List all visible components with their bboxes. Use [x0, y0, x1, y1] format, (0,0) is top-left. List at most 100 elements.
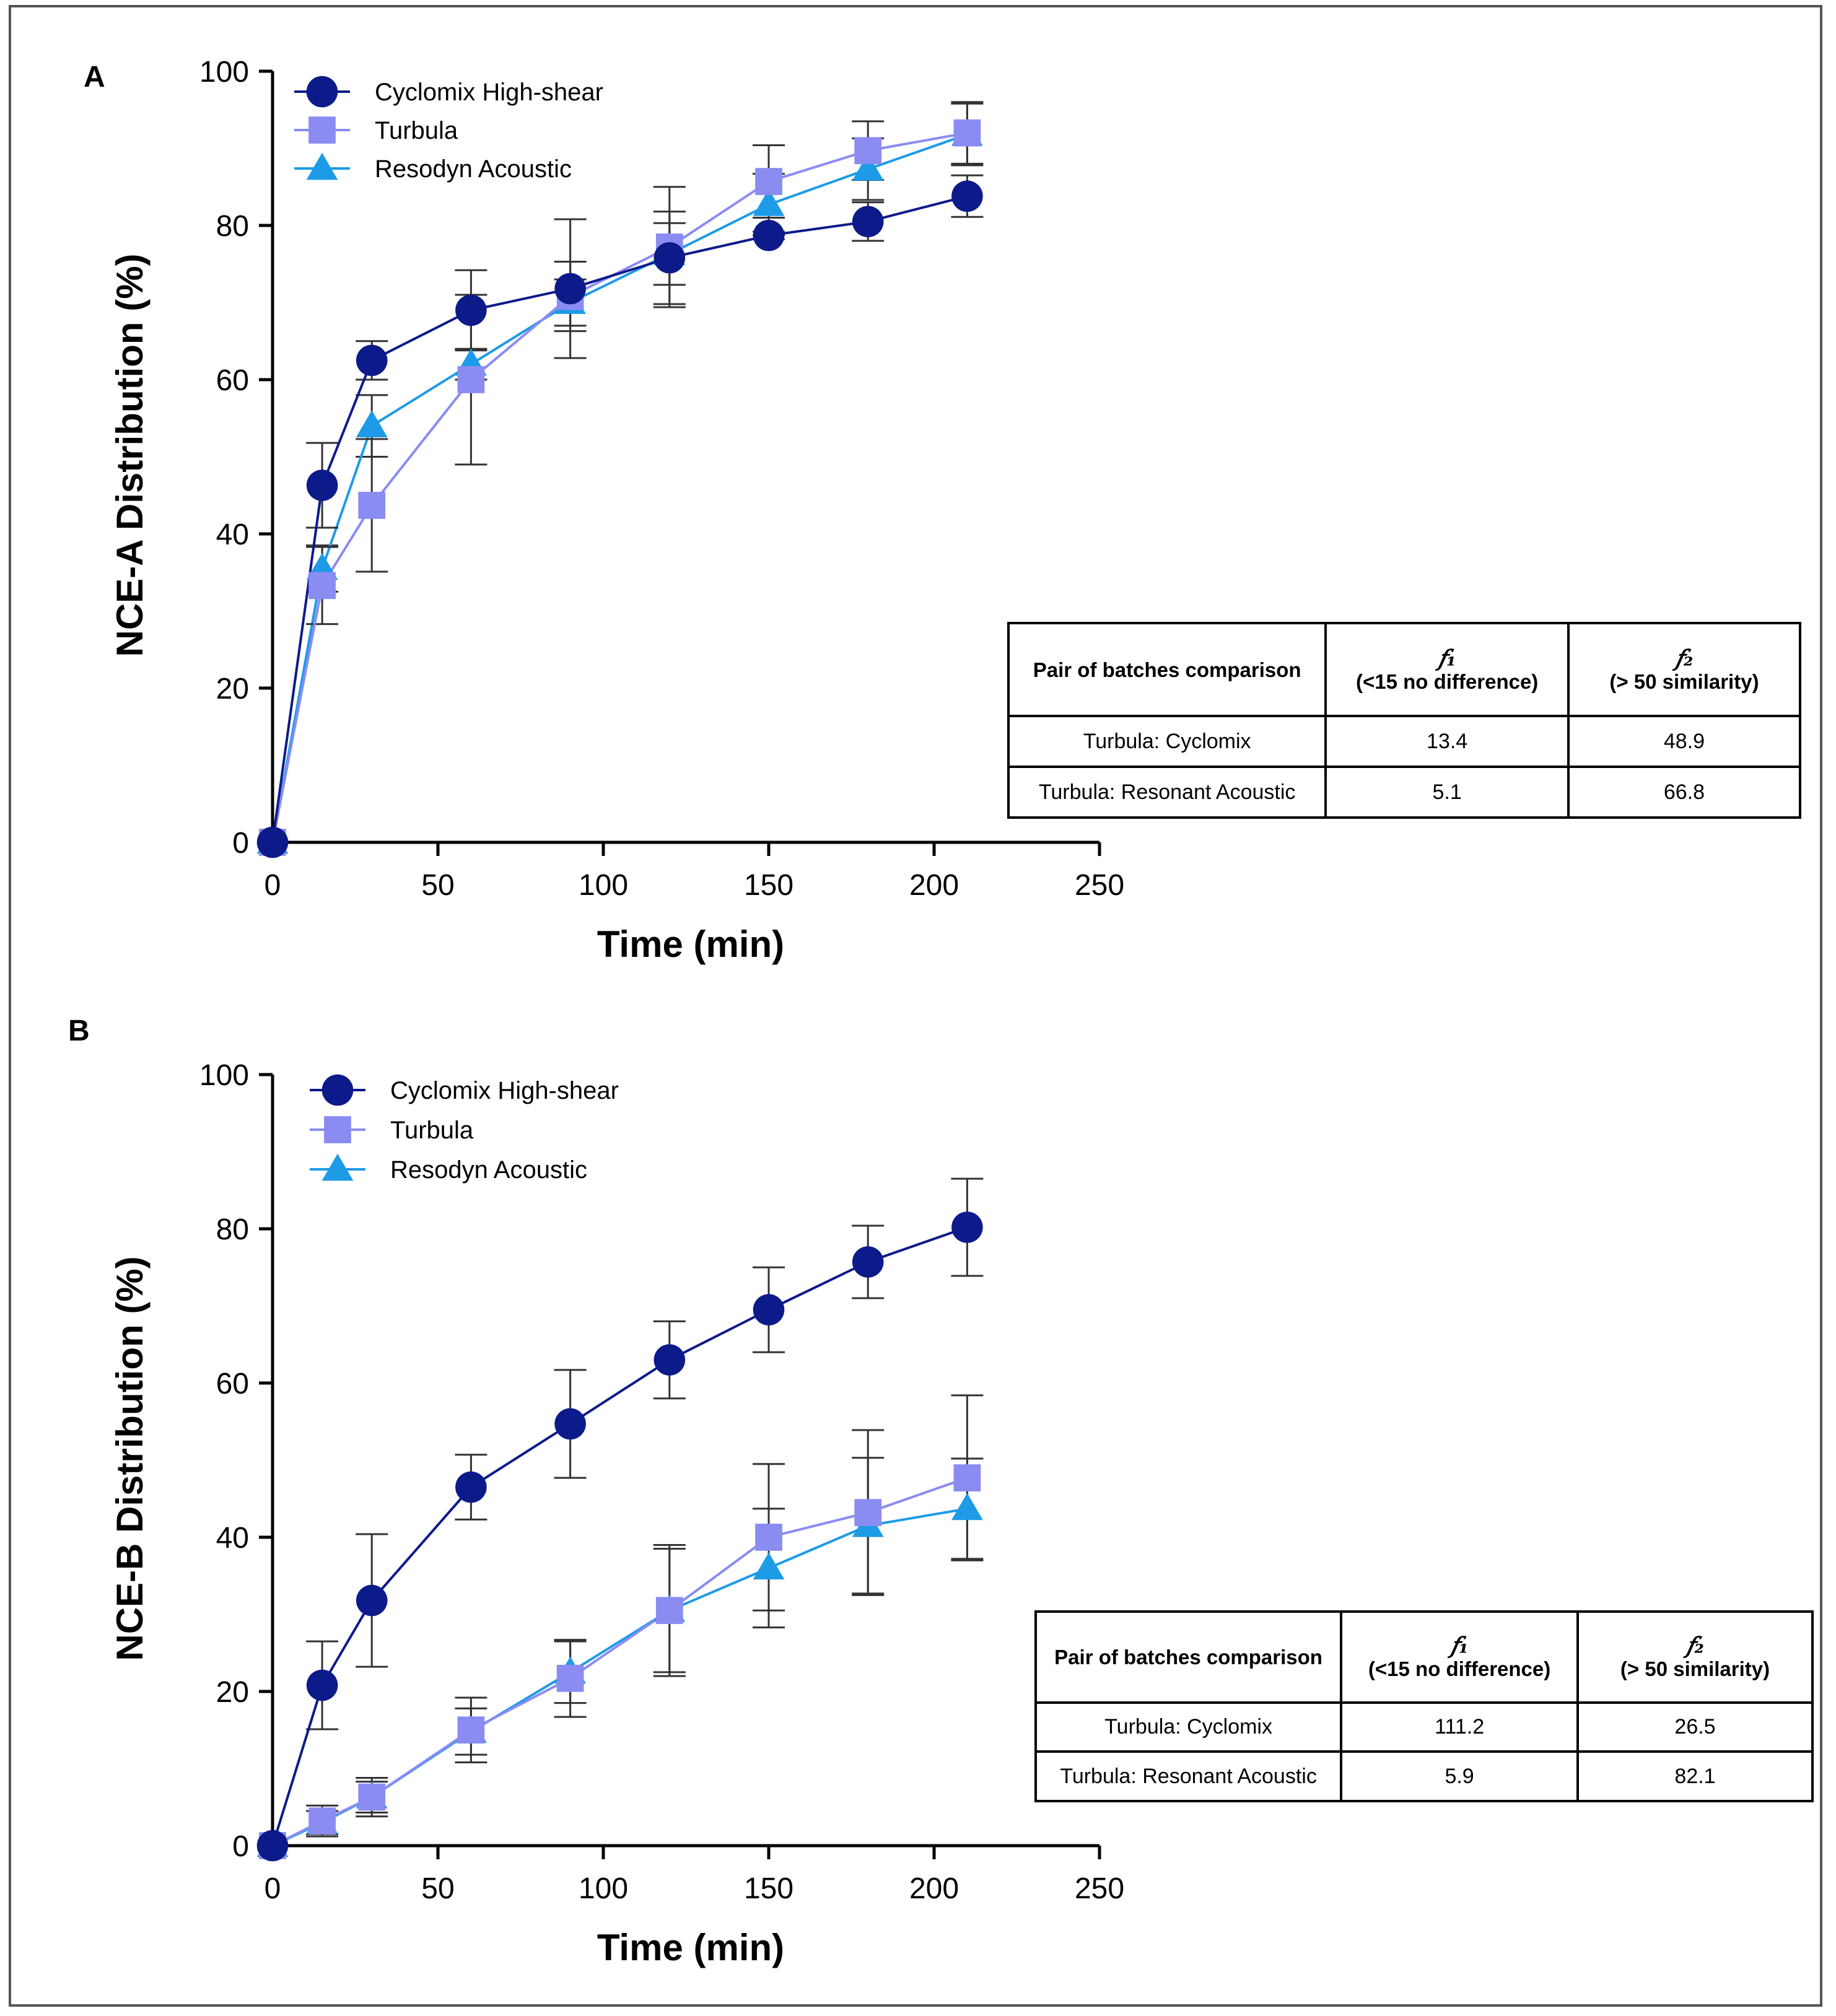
plot-area: [256, 101, 984, 858]
y-tick-label: 100: [199, 1059, 249, 1092]
legend-marker: [324, 1116, 351, 1143]
data-point: [753, 1294, 785, 1326]
x-tick-label: 200: [909, 869, 959, 902]
legend-marker: [321, 1074, 354, 1106]
x-tick-label: 200: [909, 1872, 959, 1905]
cell-f1: 5.1: [1324, 766, 1570, 819]
cell-f2: 82.1: [1576, 1750, 1814, 1802]
header-f2: 𝑓₂ (> 50 similarity): [1567, 621, 1802, 718]
f2-symbol: 𝑓₂: [1675, 645, 1694, 671]
data-point: [951, 1211, 983, 1243]
y-axis-title: NCE-B Distribution (%): [109, 1256, 151, 1660]
data-point: [358, 1783, 386, 1811]
cell-f1: 5.9: [1340, 1750, 1580, 1802]
header-f2: 𝑓₂ (> 50 similarity): [1576, 1610, 1814, 1704]
data-point: [308, 1807, 336, 1835]
data-point: [852, 153, 884, 181]
y-tick-label: 20: [216, 673, 249, 705]
x-tick-label: 250: [1075, 869, 1124, 902]
y-tick-label: 40: [216, 1522, 249, 1555]
y-tick-label: 20: [216, 1676, 249, 1709]
table-row: Turbula: Resonant Acoustic 5.1 66.8: [1007, 766, 1802, 819]
data-point: [854, 137, 882, 165]
x-axis-title: Time (min): [597, 923, 784, 965]
f2-note: (> 50 similarity): [1609, 670, 1759, 693]
data-point: [753, 189, 785, 216]
data-point: [256, 1830, 289, 1862]
cell-pair: Turbula: Cyclomix: [1034, 1701, 1343, 1753]
data-point: [753, 219, 785, 251]
cell-f2: 66.8: [1567, 766, 1802, 819]
data-point: [854, 1499, 882, 1527]
y-tick-label: 40: [216, 518, 249, 551]
legend: Cyclomix High-shear Turbula Resodyn Acoust…: [294, 76, 603, 183]
legend-marker: [306, 76, 338, 108]
x-tick-label: 0: [264, 1872, 281, 1905]
y-tick-label: 100: [199, 56, 249, 89]
data-point: [306, 1669, 338, 1701]
series-line: [271, 194, 968, 843]
y-tick-label: 80: [216, 1213, 249, 1246]
legend-entry: Cyclomix High-shear: [310, 1074, 619, 1106]
cell-pair: Turbula: Cyclomix: [1007, 715, 1327, 769]
f1-note: (<15 no difference): [1368, 1657, 1551, 1680]
data-point: [358, 492, 386, 519]
comparison-table-b: Pair of batches comparison 𝑓₁ (<15 no dif…: [1034, 1610, 1814, 1802]
cell-f1: 111.2: [1340, 1701, 1580, 1753]
x-tick-label: 50: [421, 869, 454, 902]
data-point: [852, 206, 884, 238]
legend-label: Cyclomix High-shear: [375, 79, 603, 106]
data-point: [852, 1246, 884, 1278]
axes: 0 20 40 60 80 100 0 50 100 150 200 250: [199, 1059, 1124, 1905]
data-point: [655, 1597, 683, 1625]
x-tick-label: 50: [421, 1872, 454, 1905]
axes: 0 20 40 60 80 100 0 50 100 150 200 250: [199, 56, 1124, 902]
cell-pair: Turbula: Resonant Acoustic: [1034, 1750, 1343, 1802]
panel-letter-a: A: [84, 61, 105, 94]
f1-symbol: 𝑓₁: [1438, 645, 1456, 671]
series-line: [271, 131, 968, 843]
f1-symbol: 𝑓₁: [1450, 1632, 1469, 1659]
series-cyclomix-high-shear-markers: [256, 1211, 983, 1862]
data-point: [556, 1664, 584, 1692]
cell-pair: Turbula: Resonant Acoustic: [1007, 766, 1327, 819]
series-turbula: [272, 1394, 984, 1847]
data-point: [306, 469, 338, 501]
comparison-table-a: Pair of batches comparison 𝑓₁ (<15 no dif…: [1007, 621, 1802, 819]
data-point: [356, 1584, 388, 1617]
data-point: [457, 366, 485, 393]
table-row: Turbula: Cyclomix 111.2 26.5: [1034, 1701, 1814, 1753]
header-f1: 𝑓₁ (<15 no difference): [1340, 1610, 1580, 1704]
x-tick-label: 0: [264, 869, 281, 902]
legend: Cyclomix High-shear Turbula Resodyn Acoust…: [310, 1074, 619, 1184]
cell-f1: 13.4: [1324, 715, 1570, 769]
data-point: [308, 572, 336, 600]
series-turbula-markers: [259, 1464, 981, 1859]
f2-note: (> 50 similarity): [1620, 1657, 1770, 1680]
data-point: [457, 1716, 485, 1744]
x-tick-label: 150: [744, 869, 793, 902]
legend-entry: Turbula: [310, 1116, 474, 1144]
legend-label: Resodyn Acoustic: [390, 1156, 587, 1184]
f2-symbol: 𝑓₂: [1685, 1632, 1705, 1659]
legend-label: Turbula: [390, 1117, 474, 1144]
x-tick-label: 150: [744, 1872, 793, 1905]
cell-f2: 26.5: [1576, 1701, 1814, 1753]
y-tick-label: 80: [216, 210, 249, 243]
y-tick-label: 0: [232, 1830, 249, 1863]
legend-label: Resodyn Acoustic: [375, 155, 572, 183]
data-point: [755, 1524, 782, 1551]
series-cyclomix-high-shear-markers: [256, 180, 983, 858]
table-header-row: Pair of batches comparison 𝑓₁ (<15 no dif…: [1007, 621, 1802, 718]
data-point: [755, 168, 782, 195]
legend-marker: [308, 116, 336, 144]
y-tick-label: 60: [216, 1368, 249, 1400]
x-tick-label: 100: [579, 1872, 628, 1905]
data-point: [951, 180, 983, 212]
data-point: [951, 1493, 983, 1521]
data-point: [256, 826, 289, 858]
data-point: [654, 242, 686, 274]
legend-label: Turbula: [375, 117, 458, 144]
table-header-row: Pair of batches comparison 𝑓₁ (<15 no dif…: [1034, 1610, 1814, 1704]
data-point: [356, 410, 388, 438]
